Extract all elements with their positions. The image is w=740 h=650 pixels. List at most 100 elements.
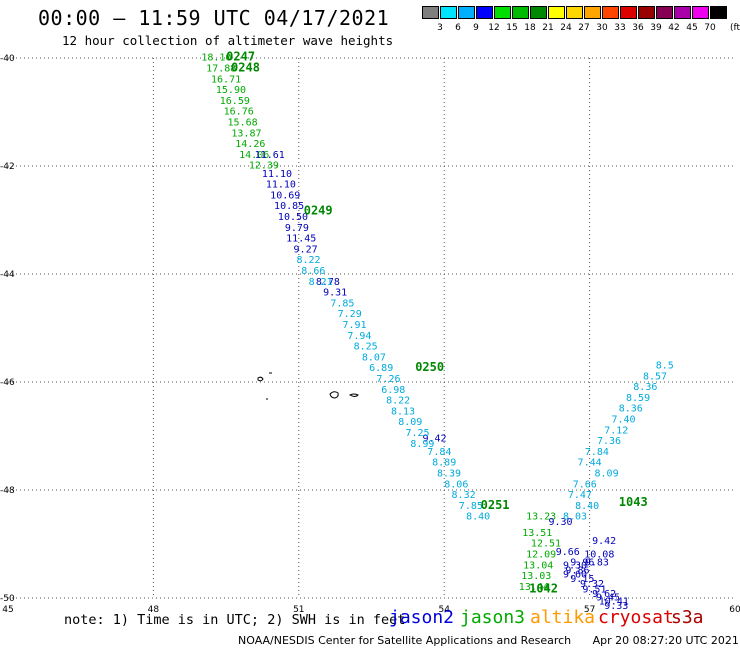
wave-height-value: 10.50: [278, 212, 308, 223]
wave-height-value: 11.61: [255, 150, 285, 161]
wave-height-value: 8.40: [575, 501, 599, 512]
wave-height-value: 7.26: [376, 374, 400, 385]
longitude-tick-label: 48: [148, 605, 160, 615]
wave-height-value: 13.23: [526, 512, 556, 523]
legend-item-jason3: jason3: [460, 607, 526, 628]
color-swatch: [458, 6, 475, 19]
wave-height-value: 8.89: [432, 458, 456, 469]
color-swatch: [476, 6, 493, 19]
wave-height-value: 9.83: [585, 558, 609, 569]
pass-time-label: 0247: [226, 50, 255, 64]
wave-height-value: 9.60: [563, 569, 587, 580]
color-scale-unit: (ft): [730, 23, 740, 33]
longitude-tick-label: 60: [729, 605, 740, 615]
wave-height-value: 14.26: [235, 139, 265, 150]
wave-height-labels: 18.1017.8816.7115.9016.5916.7615.6813.87…: [201, 50, 673, 612]
color-swatch: [584, 6, 601, 19]
wave-height-value: 11.10: [266, 180, 296, 191]
color-swatch: [494, 6, 511, 19]
wave-height-value: 8.99: [410, 439, 434, 450]
wave-height-value: 7.66: [573, 479, 597, 490]
color-swatch: [656, 6, 673, 19]
wave-height-value: 10.08: [584, 550, 614, 561]
color-scale-label: 45: [686, 23, 698, 33]
wave-height-value: 9.33: [604, 601, 628, 612]
wave-height-value: 16.76: [224, 107, 254, 118]
wave-height-value: 8.09: [398, 417, 422, 428]
wave-height-value: 8.22: [386, 396, 410, 407]
wave-height-value: 12.39: [249, 161, 279, 172]
color-swatch: [692, 6, 709, 19]
wave-height-value: 10.41: [599, 596, 629, 607]
color-scale-label: 6: [455, 23, 461, 33]
pass-time-label: 0249: [304, 204, 333, 218]
wave-height-value: 7.36: [597, 436, 621, 447]
wave-height-value: 8.21: [309, 277, 333, 288]
pass-time-label: 0248: [231, 61, 260, 75]
wave-height-value: 12.51: [531, 539, 561, 550]
wave-height-value: 10.69: [270, 190, 300, 201]
wave-height-value: 9.45: [596, 593, 620, 604]
color-swatch: [674, 6, 691, 19]
wave-height-value: 8.22: [296, 255, 320, 266]
pass-time-label: 0251: [481, 498, 510, 512]
color-swatch: [422, 6, 439, 19]
wave-height-value: 6.89: [369, 363, 393, 374]
wave-height-value: 17.88: [206, 64, 236, 75]
color-swatch: [530, 6, 547, 19]
wave-height-value: 8.59: [626, 393, 650, 404]
wave-height-value: 15.68: [228, 118, 258, 129]
wave-height-value: 9.62: [592, 589, 616, 600]
color-scale-label: 27: [578, 23, 590, 33]
longitude-tick-label: 57: [584, 605, 595, 615]
wave-height-value: 9.32: [580, 579, 604, 590]
wave-height-value: 9.30: [563, 560, 587, 571]
wave-height-value: 7.85: [330, 298, 354, 309]
pass-time-label: 0250: [415, 360, 444, 374]
island-outline: [257, 376, 264, 382]
wave-height-value: 7.12: [604, 425, 628, 436]
wave-height-value: 11.45: [286, 234, 316, 245]
wave-height-value: 8.36: [619, 404, 643, 415]
island-outlines: [257, 372, 359, 400]
pass-time-label: 1043: [619, 495, 648, 509]
wave-height-value: 10.85: [274, 201, 304, 212]
legend-item-cryosat: cryosat: [598, 607, 674, 628]
wave-height-value: 8.39: [437, 469, 461, 480]
color-scale-label: 24: [560, 23, 572, 33]
wave-height-value: 9.30: [548, 517, 572, 528]
color-scale-label: 21: [542, 23, 554, 33]
wave-height-value: 13.04: [523, 560, 553, 571]
color-scale-label: 36: [632, 23, 644, 33]
color-scale-label: 30: [596, 23, 608, 33]
wave-height-value: 9.79: [285, 223, 309, 234]
wave-height-value: 7.29: [338, 309, 362, 320]
wave-height-value: 7.84: [585, 447, 609, 458]
latitude-tick-label: -40: [0, 54, 15, 64]
wave-height-value: 14.06: [239, 150, 269, 161]
color-scale-label: 33: [614, 23, 626, 33]
wave-height-value: 9.66: [556, 547, 580, 558]
longitude-tick-label: 51: [293, 605, 304, 615]
page-title: 00:00 – 11:59 UTC 04/17/2021: [38, 6, 390, 30]
color-scale-label: 3: [437, 23, 443, 33]
wave-height-value: 9.31: [323, 288, 347, 299]
color-swatch: [566, 6, 583, 19]
color-scale-label: 9: [473, 23, 479, 33]
pass-time-label: 1042: [529, 582, 558, 596]
island-outline: [348, 393, 359, 397]
color-swatch: [440, 6, 457, 19]
wave-height-value: 15.90: [216, 85, 246, 96]
color-scale-label: 42: [668, 23, 680, 33]
legend-item-s3a: s3a: [671, 607, 704, 628]
wave-height-value: 8.25: [354, 342, 378, 353]
wave-height-value: 8.66: [301, 266, 325, 277]
wave-height-value: 7.47: [568, 490, 592, 501]
color-swatch: [602, 6, 619, 19]
wave-height-value: 9.51: [582, 585, 606, 596]
color-swatch: [638, 6, 655, 19]
wave-height-value: 8.36: [633, 382, 657, 393]
wave-height-value: 9.42: [422, 433, 446, 444]
island-outline: [329, 391, 339, 399]
